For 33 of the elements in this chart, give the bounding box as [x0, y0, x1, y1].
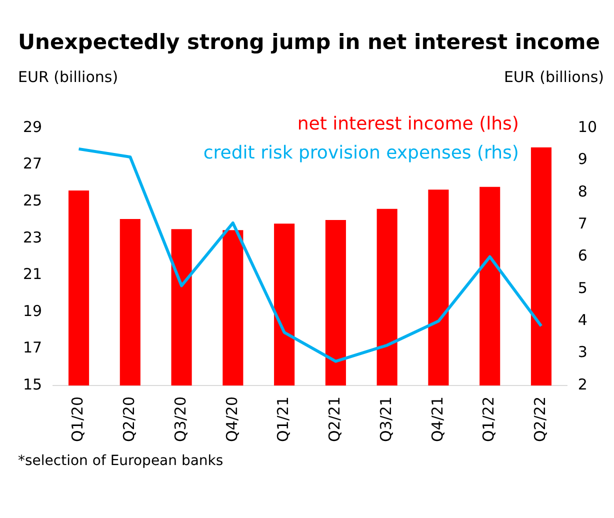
y2-tick-label: 3	[578, 343, 588, 362]
y2-tick-label: 4	[578, 311, 588, 330]
y-tick-label: 21	[22, 265, 42, 284]
x-tick-label: Q4/20	[222, 396, 241, 442]
x-tick-label: Q2/20	[120, 396, 138, 442]
y2-tick-label: 10	[578, 118, 598, 136]
x-tick-label: Q1/21	[274, 396, 292, 442]
x-tick-label: Q1/20	[68, 396, 87, 442]
text: *selection of European banks	[18, 452, 224, 471]
y-tick-label: 19	[22, 302, 42, 320]
y2-axis-title: EUR (billions)	[504, 68, 604, 86]
series-label: net interest income (lhs)	[297, 114, 519, 135]
y-tick-label: 23	[22, 228, 42, 246]
y-tick-label: 29	[22, 118, 42, 136]
y-tick-label: 15	[22, 375, 42, 394]
x-tick-label: Q1/22	[480, 396, 498, 442]
y2-tick-label: 2	[578, 375, 588, 394]
x-tick-label: Q3/21	[376, 396, 395, 442]
x-tick-label: Q2/22	[531, 396, 550, 442]
x-tick-label: Q4/21	[428, 396, 446, 442]
x-tick-label: Q3/20	[171, 396, 190, 442]
y2-tick-label: 7	[578, 214, 588, 232]
y-axis-title: EUR (billions)	[18, 68, 118, 86]
y2-tick-label: 8	[578, 182, 588, 200]
y-tick-label: 17	[22, 338, 42, 357]
y2-tick-label: 5	[578, 278, 588, 297]
x-tick-label: Q2/21	[326, 396, 344, 442]
text: credit risk provision expenses (rhs)	[203, 142, 519, 164]
y2-tick-label: 6	[578, 246, 588, 265]
y2-tick-label: 9	[578, 150, 588, 168]
chart-title: Unexpectedly strong jump in net interest income	[18, 30, 600, 54]
y-tick-label: 25	[22, 191, 42, 210]
y-tick-label: 27	[22, 154, 42, 173]
